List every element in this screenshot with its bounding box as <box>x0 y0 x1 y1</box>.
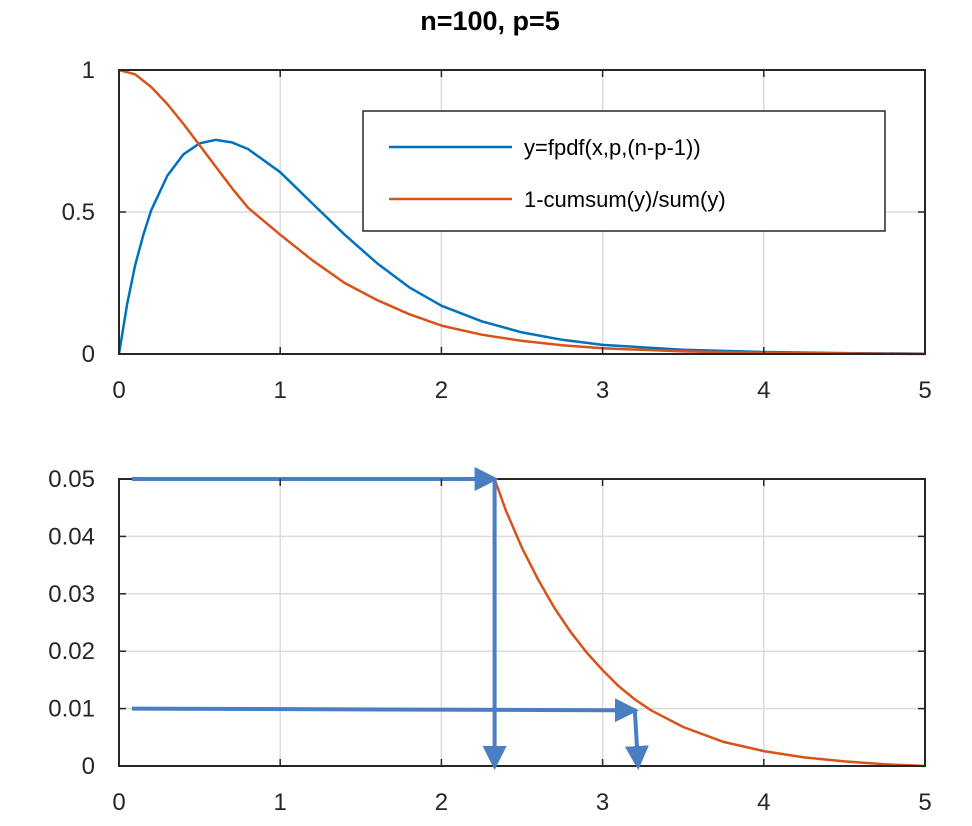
y-tick-label: 0.01 <box>48 696 95 723</box>
x-tick-label: 3 <box>596 789 609 816</box>
y-tick-label: 0.03 <box>48 581 95 608</box>
y-tick-label: 0.05 <box>48 466 95 493</box>
bottom-plot-lines <box>493 478 926 768</box>
top-plot-lines <box>117 68 926 356</box>
top-plot-ticks: 0 1 2 3 4 5 0 0.5 1 <box>62 57 932 404</box>
series-line-0 <box>493 478 926 768</box>
series-line-1 <box>118 68 926 356</box>
y-tick-label: 0.04 <box>48 523 95 550</box>
bottom-plot-frame <box>118 478 926 767</box>
legend: y=fpdf(x,p,(n-p-1)) 1-cumsum(y)/sum(y) <box>362 110 886 232</box>
x-tick-label: 2 <box>435 377 448 404</box>
figure-title: n=100, p=5 <box>420 6 560 36</box>
x-tick-label: 5 <box>918 377 931 404</box>
legend-label-pdf: y=fpdf(x,p,(n-p-1)) <box>524 135 701 160</box>
x-tick-label: 2 <box>435 789 448 816</box>
annotation-arrow-2 <box>131 698 639 723</box>
legend-label-survival: 1-cumsum(y)/sum(y) <box>524 187 726 212</box>
bottom-plot-ticks: 0 1 2 3 4 5 0 0.01 0.02 0.03 0.04 0.05 <box>48 466 931 816</box>
y-tick-label: 0.02 <box>48 638 95 665</box>
y-tick-label: 0.5 <box>62 199 95 226</box>
x-tick-label: 0 <box>112 377 125 404</box>
x-tick-label: 3 <box>596 377 609 404</box>
top-plot: 0 1 2 3 4 5 0 0.5 1 y=fpdf(x,p,(n-p-1)) 1-cumsum… <box>62 57 932 404</box>
bottom-plot: 0 1 2 3 4 5 0 0.01 0.02 0.03 0.04 0.05 <box>48 466 931 816</box>
x-tick-label: 5 <box>918 789 931 816</box>
x-tick-label: 4 <box>757 377 770 404</box>
x-tick-label: 1 <box>274 377 287 404</box>
x-tick-label: 4 <box>757 789 770 816</box>
y-tick-label: 1 <box>82 57 95 84</box>
x-tick-label: 0 <box>112 789 125 816</box>
bottom-plot-grid <box>118 478 926 767</box>
x-tick-label: 1 <box>274 789 287 816</box>
legend-box <box>362 110 886 232</box>
y-tick-label: 0 <box>82 753 95 780</box>
bottom-plot-annotations <box>131 467 649 770</box>
series-line-0 <box>117 138 926 355</box>
y-tick-label: 0 <box>82 341 95 368</box>
annotation-arrow-3 <box>624 710 649 770</box>
